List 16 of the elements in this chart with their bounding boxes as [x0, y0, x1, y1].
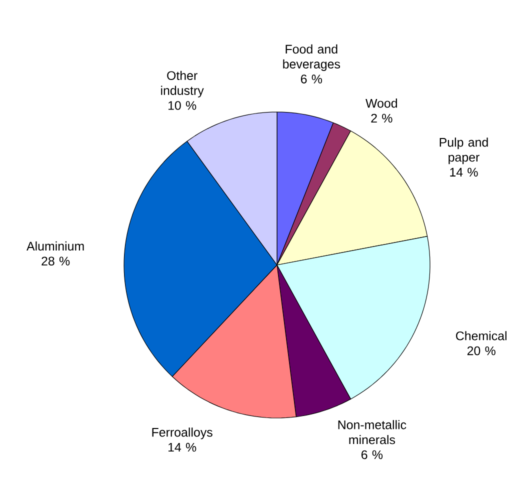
data-label: 14 % — [450, 168, 478, 177]
data-label: 10 % — [168, 101, 196, 110]
slice-label: Aluminium — [26, 241, 84, 251]
slice-label: Other industry — [161, 70, 204, 98]
data-label: 2 % — [371, 114, 392, 123]
data-label: 28 % — [42, 256, 70, 266]
data-label: 6 % — [300, 74, 322, 84]
slice-label: Chemical — [456, 331, 506, 340]
slice-label: Pulp and paper — [440, 138, 488, 164]
data-label: 6 % — [361, 450, 383, 460]
slice-label: Food and beverages — [283, 44, 340, 71]
slice-label: Ferroalloys — [152, 428, 212, 440]
data-label: 14 % — [168, 442, 196, 452]
slice-label: Wood — [366, 98, 398, 108]
slice-label: Non-metallic minerals — [338, 420, 406, 444]
data-label: 20 % — [467, 346, 496, 356]
